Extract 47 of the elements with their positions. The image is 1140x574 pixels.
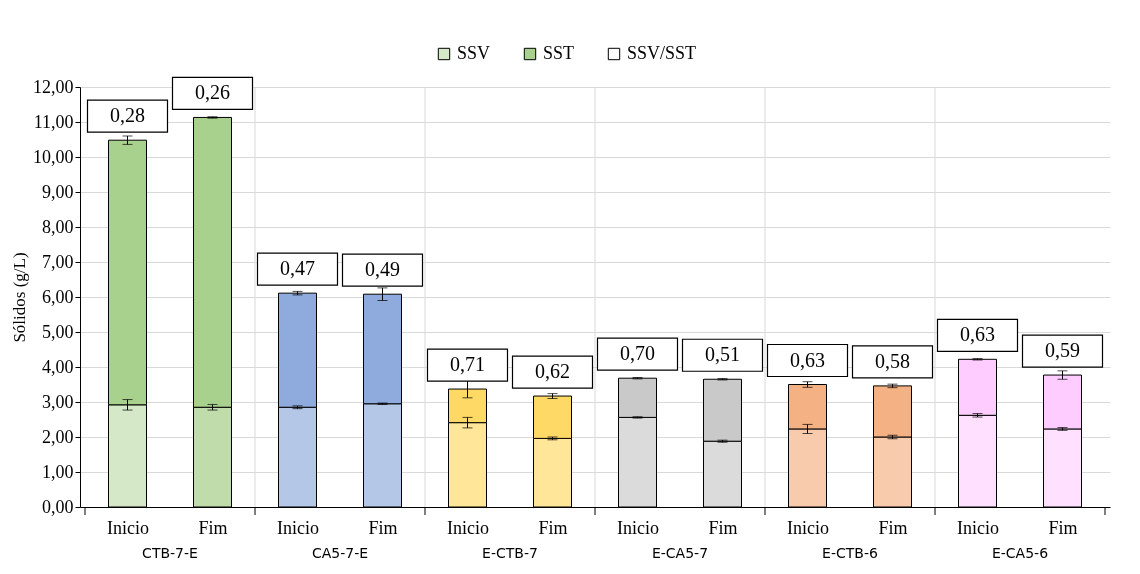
annotation: 0,63 (960, 323, 995, 346)
y-tick-label: 1,00 (42, 461, 74, 482)
x-tick-label: Fim (878, 517, 908, 538)
y-tick-label: 6,00 (42, 286, 74, 307)
y-tick-label: 9,00 (42, 181, 74, 202)
annotation: 0,28 (110, 104, 145, 127)
y-tick-label: 10,00 (33, 146, 74, 167)
x-tick-label: Fim (198, 517, 228, 538)
y-tick-label: 0,00 (42, 496, 74, 517)
annotation: 0,49 (365, 258, 400, 281)
annotation: 0,62 (535, 360, 570, 383)
annotation: 0,51 (705, 343, 740, 366)
text: E-CTB-7 (482, 545, 538, 561)
x-tick-label: Fim (1048, 517, 1078, 538)
y-axis-title: Sólidos (g/L) (10, 252, 29, 343)
y-tick-label: 5,00 (42, 321, 74, 342)
annotation: 0,58 (875, 349, 910, 372)
x-tick-label: Fim (708, 517, 738, 538)
annotation: 0,47 (280, 257, 315, 280)
text: E-CA5-6 (991, 545, 1049, 561)
x-tick-label: Fim (538, 517, 568, 538)
x-tick-label: Inicio (617, 517, 659, 538)
y-tick-label: 2,00 (42, 426, 74, 447)
legend-label: SST (543, 43, 575, 63)
annotation: 0,70 (620, 342, 655, 365)
annotation: 0,26 (195, 81, 230, 104)
y-tick-label: 12,00 (33, 76, 74, 97)
text: E-CTB-6 (822, 545, 878, 561)
y-tick-label: 4,00 (42, 356, 74, 377)
x-tick-label: Inicio (277, 517, 319, 538)
text: CA5-7-E (311, 545, 369, 561)
text: SSV/SST (627, 43, 697, 63)
legend-label: SSV (457, 43, 491, 63)
annotation: 0,59 (1045, 339, 1080, 362)
y-tick-label: 11,00 (33, 111, 74, 132)
y-tick-label: 3,00 (42, 391, 74, 412)
y-tick-label: 7,00 (42, 251, 74, 272)
x-tick-label: Inicio (787, 517, 829, 538)
text: CTB-7-E (142, 545, 198, 561)
x-tick-label: Inicio (107, 517, 149, 538)
annotation: 0,71 (450, 353, 485, 376)
annotation: 0,63 (790, 348, 825, 371)
x-tick-label: Inicio (957, 517, 999, 538)
y-tick-label: 8,00 (42, 216, 74, 237)
x-tick-label: Inicio (447, 517, 489, 538)
text: E-CA5-7 (651, 545, 709, 561)
x-tick-label: Fim (368, 517, 398, 538)
